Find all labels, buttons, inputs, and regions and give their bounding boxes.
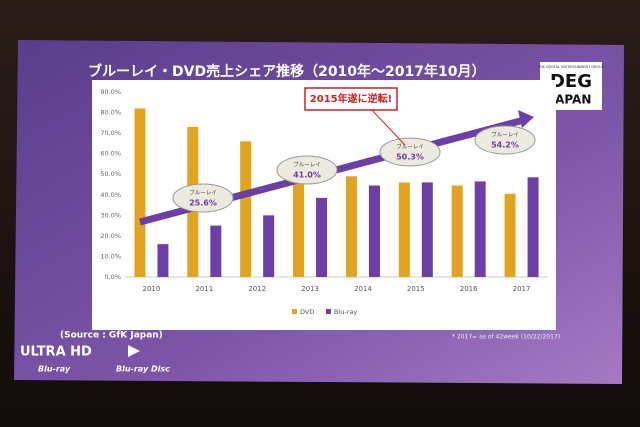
annotation-bubble <box>172 183 234 213</box>
x-tick-label: 2012 <box>248 285 266 293</box>
annotation-value: 25.6% <box>189 199 217 208</box>
x-tick-label: 2016 <box>460 285 478 293</box>
legend-swatch <box>326 309 331 314</box>
uhd-logo: ULTRA HD <box>20 345 92 360</box>
footnote: * 2017= as of 42week (10/22/2017) <box>452 334 560 341</box>
y-tick-label: 70.0% <box>100 129 121 137</box>
bar <box>527 177 539 277</box>
annotations: ブルーレイ 25.6% ブルーレイ 41.0% ブルーレイ 50.3% ブルーレイ 54.2% <box>172 125 536 213</box>
source: (Source : GfK Japan) <box>60 331 163 341</box>
arrow-head <box>518 110 534 128</box>
y-tick-label: 60.0% <box>100 150 121 158</box>
bar <box>368 185 380 277</box>
bar <box>421 182 433 277</box>
bar <box>240 141 252 277</box>
annotation-value: 41.0% <box>293 171 321 180</box>
logo-bottom: JAPAN <box>550 93 592 107</box>
legend-swatch <box>292 309 297 314</box>
y-tick-label: 50.0% <box>100 170 121 178</box>
annotation-bubble <box>379 137 441 167</box>
y-tick-label: 40.0% <box>100 191 121 199</box>
y-tick-label: 0.0% <box>104 273 121 281</box>
annotation-label: ブルーレイ <box>396 143 424 151</box>
bar <box>345 176 357 277</box>
bar <box>134 108 146 277</box>
bd-icon <box>128 345 140 357</box>
bar <box>157 244 169 277</box>
y-tick-label: 90.0% <box>100 88 121 96</box>
bar <box>210 225 222 277</box>
bar <box>474 181 486 277</box>
x-tick-label: 2017 <box>513 285 531 293</box>
annotation-bubble <box>276 155 338 185</box>
bar <box>263 215 275 277</box>
bar <box>398 182 410 277</box>
callout-pointer <box>369 107 406 146</box>
legend-label: Blu-ray <box>334 308 357 316</box>
x-tick-label: 2011 <box>195 285 213 293</box>
y-tick-label: 30.0% <box>100 211 121 219</box>
annotation-label: ブルーレイ <box>189 189 217 197</box>
y-tick-label: 20.0% <box>100 232 121 240</box>
logo-tagline: THE DIGITAL ENTERTAINMENT GROUP <box>537 65 604 69</box>
logo-top: DEG <box>550 71 592 92</box>
callout: 2015年遂に逆転! <box>310 92 392 105</box>
bar <box>316 197 328 277</box>
callout-box <box>304 87 398 111</box>
annotation-value: 50.3% <box>396 153 424 162</box>
annotation-label: ブルーレイ <box>293 161 321 169</box>
uhd-sub: Blu-ray <box>38 365 71 374</box>
annotation-bubble <box>474 125 536 155</box>
x-tick-label: 2013 <box>301 285 319 293</box>
y-tick-label: 10.0% <box>100 252 121 260</box>
x-tick-label: 2014 <box>354 285 372 293</box>
annotation-label: ブルーレイ <box>491 131 519 139</box>
bd-logo: Blu-ray Disc <box>116 365 170 374</box>
chart-title: ブルーレイ・DVD売上シェア推移（2010年～2017年10月） <box>88 63 486 80</box>
bar <box>293 161 305 277</box>
x-tick-label: 2010 <box>143 285 161 293</box>
annotation-value: 54.2% <box>491 141 519 150</box>
x-tick-label: 2015 <box>407 285 425 293</box>
bar <box>451 185 463 277</box>
bar <box>504 193 516 277</box>
legend-label: DVD <box>300 308 314 316</box>
y-tick-label: 80.0% <box>100 109 121 117</box>
